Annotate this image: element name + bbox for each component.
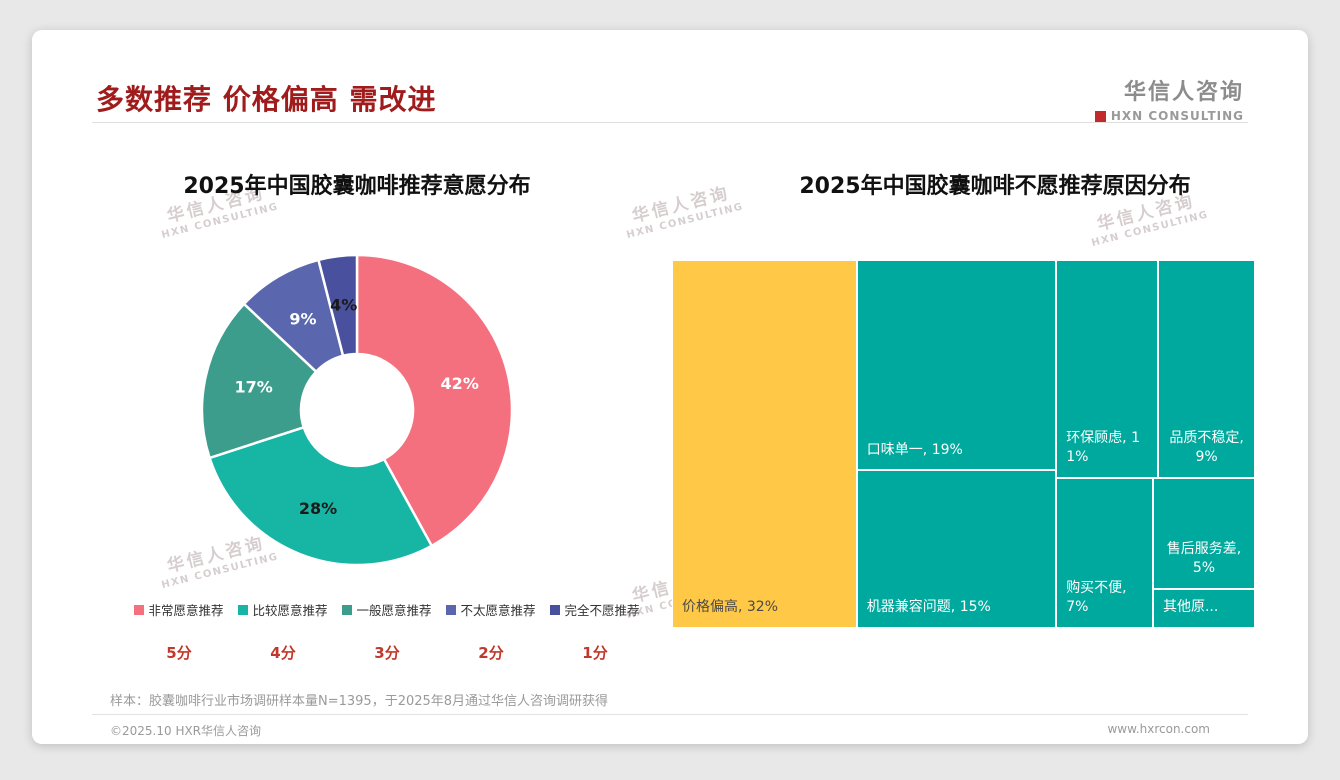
score-label: 3分 bbox=[374, 644, 400, 662]
legend-label: 不太愿意推荐 bbox=[460, 603, 536, 618]
legend-item: 非常愿意推荐 bbox=[127, 600, 231, 619]
pie-slice-value-label: 9% bbox=[289, 309, 316, 328]
legend-item: 比较愿意推荐 bbox=[231, 600, 335, 619]
treemap-tile-label: 售后服务差, 5% bbox=[1166, 541, 1242, 577]
score-label: 1分 bbox=[582, 644, 608, 662]
treemap-tile-label: 口味单一, 19% bbox=[866, 441, 963, 458]
donut-chart-wrap: 42% 28% 17% 9% 4% bbox=[192, 245, 522, 575]
treemap-tile-8: 其他原... bbox=[1152, 588, 1255, 628]
treemap-tile-label: 价格偏高, 32% bbox=[682, 599, 779, 616]
treemap-tile-2: 口味单一, 19% bbox=[856, 260, 1057, 471]
treemap-tile-1: 价格偏高, 32% bbox=[672, 260, 857, 628]
score-label: 2分 bbox=[478, 644, 504, 662]
legend-label: 一般愿意推荐 bbox=[356, 603, 432, 618]
legend-swatch bbox=[342, 604, 353, 615]
legend-label: 非常愿意推荐 bbox=[148, 603, 224, 618]
pie-slice-value-label: 4% bbox=[330, 295, 357, 314]
treemap-tile-3: 机器兼容问题, 15% bbox=[856, 470, 1057, 628]
pie-slice-2 bbox=[208, 425, 434, 567]
treemap-tile-label: 购买不便, 7% bbox=[1066, 580, 1127, 616]
pie-slice-value-label: 42% bbox=[441, 374, 479, 393]
legend-item: 完全不愿推荐 bbox=[543, 600, 647, 619]
treemap-tile-label: 机器兼容问题, 15% bbox=[866, 599, 991, 616]
score-label: 4分 bbox=[270, 644, 296, 662]
treemap-tile-6: 购买不便, 7% bbox=[1056, 477, 1153, 628]
slide-card: 华信人咨询 HXN CONSULTING 华信人咨询 HXN CONSULTIN… bbox=[32, 30, 1308, 744]
legend-swatch bbox=[446, 604, 457, 615]
score-label: 5分 bbox=[166, 644, 192, 662]
sample-footnote: 样本：胶囊咖啡行业市场调研样本量N=1395，于2025年8月通过华信人咨询调研… bbox=[110, 694, 609, 709]
pie-chart-title: 2025年中国胶囊咖啡推荐意愿分布 bbox=[183, 174, 531, 199]
page-title: 多数推荐 价格偏高 需改进 bbox=[96, 83, 437, 116]
pie-legend: 非常愿意推荐 比较愿意推荐 一般愿意推荐 不太愿意推荐 完全不愿推荐 bbox=[127, 600, 647, 619]
footer-website: www.hxrcon.com bbox=[1107, 722, 1210, 736]
header-divider bbox=[92, 122, 1248, 123]
watermark-text-en: HXN CONSULTING bbox=[1090, 209, 1210, 250]
logo-text-en: HXN CONSULTING bbox=[1110, 109, 1244, 123]
treemap-tile-4: 环保顾虑, 11% bbox=[1056, 260, 1159, 478]
pie-slice-5 bbox=[316, 253, 359, 358]
pie-score-row: 5分 4分 3分 2分 1分 bbox=[127, 642, 647, 663]
treemap-tile-5: 品质不稳定, 9% bbox=[1158, 260, 1255, 478]
logo-mark-icon bbox=[1094, 110, 1106, 122]
legend-item: 不太愿意推荐 bbox=[439, 600, 543, 619]
pie-slice-value-label: 28% bbox=[299, 499, 337, 518]
legend-swatch bbox=[550, 604, 561, 615]
treemap-tile-7: 售后服务差, 5% bbox=[1152, 477, 1255, 589]
watermark-text-en: HXN CONSULTING bbox=[625, 201, 745, 242]
legend-item: 一般愿意推荐 bbox=[335, 600, 439, 619]
treemap-chart-title: 2025年中国胶囊咖啡不愿推荐原因分布 bbox=[799, 174, 1191, 199]
watermark-text-en: HXN CONSULTING bbox=[160, 201, 280, 242]
treemap-tile-label: 环保顾虑, 11% bbox=[1066, 430, 1140, 465]
pie-slice-1 bbox=[355, 253, 514, 548]
treemap: 价格偏高, 32% 口味单一, 19% 机器兼容问题, 15% 环保顾虑, 11% 品质… bbox=[672, 260, 1255, 628]
legend-label: 比较愿意推荐 bbox=[252, 603, 328, 618]
pie-slice-3 bbox=[200, 302, 318, 460]
footer-copyright: ©2025.10 HXR华信人咨询 bbox=[110, 724, 262, 738]
treemap-tile-label: 其他原... bbox=[1162, 599, 1219, 616]
logo-text-cn: 华信人咨询 bbox=[1123, 80, 1244, 105]
treemap-tile-label: 品质不稳定, 9% bbox=[1169, 430, 1244, 465]
pie-slice-value-label: 17% bbox=[234, 377, 272, 396]
legend-swatch bbox=[238, 604, 249, 615]
donut-chart: 42% 28% 17% 9% 4% bbox=[200, 253, 514, 567]
legend-swatch bbox=[134, 604, 145, 615]
company-logo: 华信人咨询 HXN CONSULTING bbox=[1094, 74, 1244, 123]
footer-divider bbox=[92, 714, 1248, 715]
legend-label: 完全不愿推荐 bbox=[564, 603, 640, 618]
